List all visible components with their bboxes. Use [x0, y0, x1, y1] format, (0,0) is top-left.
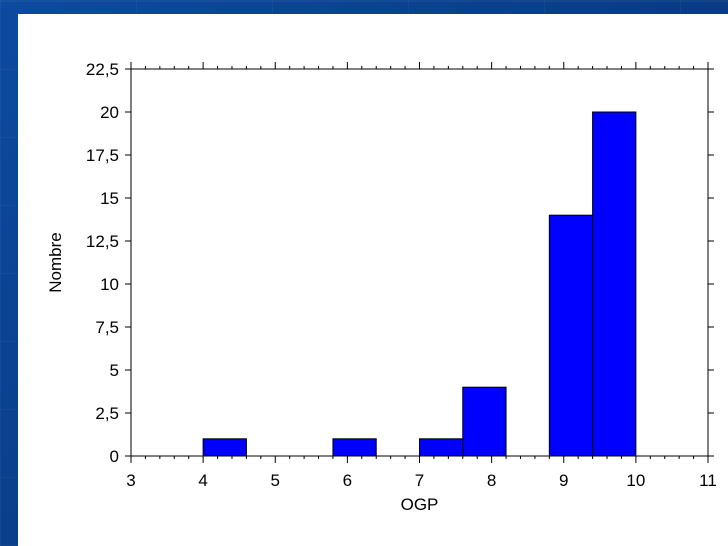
y-tick-label: 10 [100, 275, 119, 294]
histogram-bar [202, 438, 247, 457]
x-tick-label: 10 [626, 471, 645, 490]
plot-frame [130, 68, 709, 457]
y-tick-label: 22,5 [86, 60, 119, 79]
y-tick-label: 2,5 [95, 404, 119, 423]
histogram-bar [419, 438, 464, 457]
x-tick-label: 9 [559, 471, 568, 490]
bars-group [202, 111, 637, 457]
histogram-chart: 3 4 5 6 7 8 9 10 11 0 2,5 5 7,5 10 12,5 15 17,5 20 22,5 OG… [46, 60, 717, 514]
y-tick-label: 15 [100, 189, 119, 208]
x-tick-label: 3 [126, 471, 135, 490]
x-tick-label: 8 [487, 471, 496, 490]
y-tick-label: 17,5 [86, 146, 119, 165]
chart-panel: 3 4 5 6 7 8 9 10 11 0 2,5 5 7,5 10 12,5 15 17,5 20 22,5 OG… [18, 14, 728, 546]
histogram-bar [462, 386, 507, 457]
x-tick-label: 11 [699, 471, 717, 490]
histogram-bar [548, 214, 594, 457]
tick-labels-group: 3 4 5 6 7 8 9 10 11 0 2,5 5 7,5 10 12,5 15 17,5 20 22,5 [86, 60, 717, 490]
y-tick-label: 20 [100, 103, 119, 122]
histogram-bar [592, 111, 637, 457]
y-tick-label: 12,5 [86, 232, 119, 251]
x-axis-title: OGP [401, 495, 439, 514]
y-tick-label: 7,5 [95, 318, 119, 337]
y-tick-label: 5 [110, 361, 119, 380]
y-axis-title: Nombre [46, 232, 65, 292]
x-tick-label: 4 [198, 471, 207, 490]
ticks-group [125, 62, 714, 463]
y-tick-label: 0 [110, 447, 119, 466]
x-tick-label: 7 [415, 471, 424, 490]
x-tick-label: 6 [343, 471, 352, 490]
histogram-bar [332, 438, 377, 457]
x-tick-label: 5 [271, 471, 280, 490]
